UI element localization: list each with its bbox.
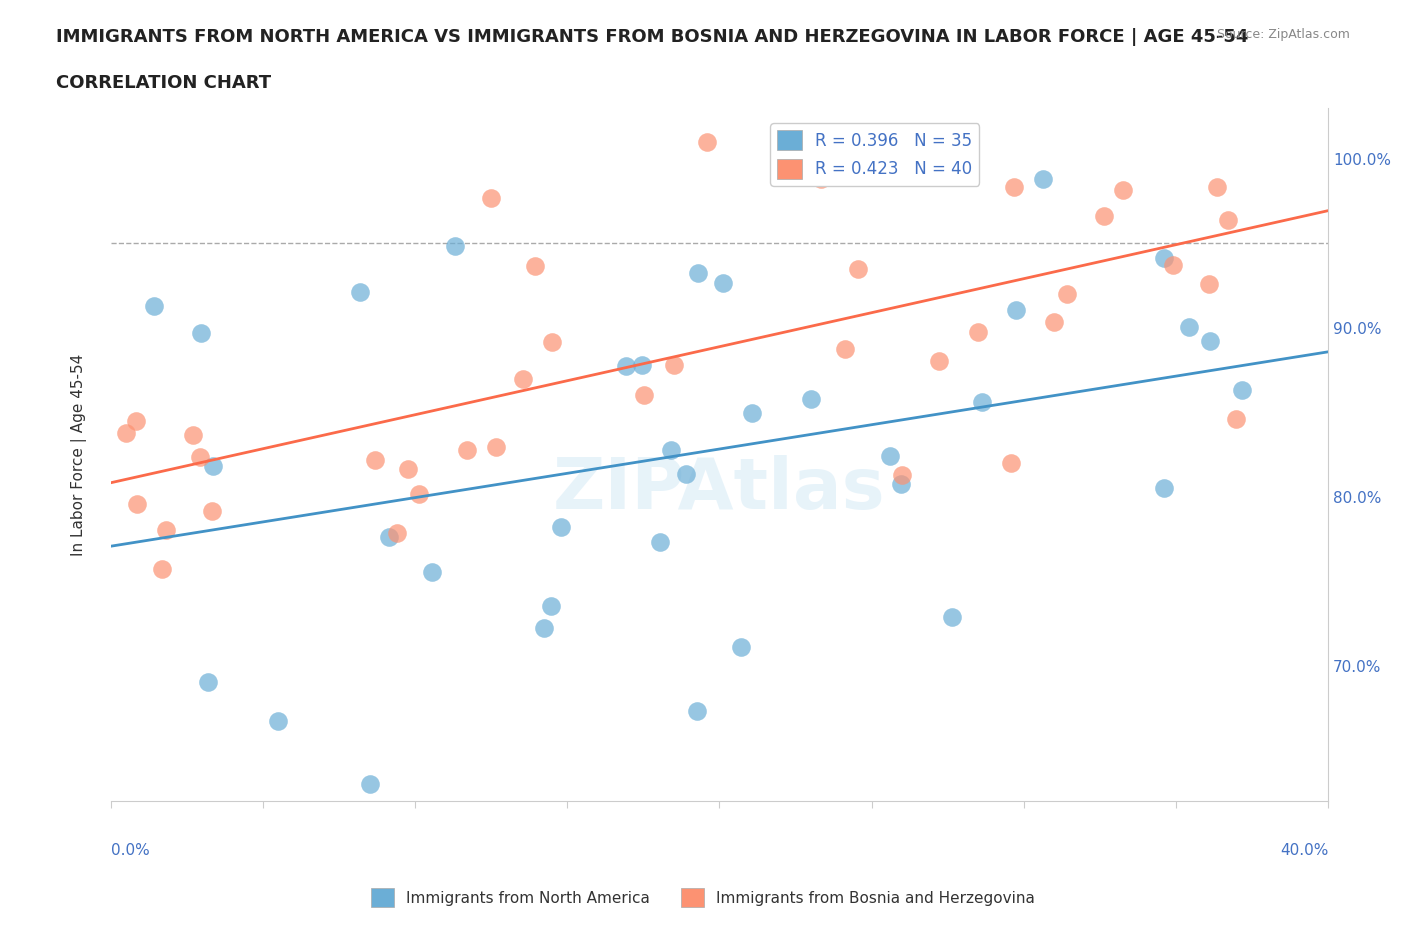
Point — [1056, 286, 1078, 301]
Point — [540, 334, 562, 349]
Point — [202, 458, 225, 473]
Point — [967, 325, 990, 339]
Point — [1230, 382, 1253, 397]
Point — [485, 440, 508, 455]
Legend: Immigrants from North America, Immigrants from Bosnia and Herzegovina: Immigrants from North America, Immigrant… — [366, 883, 1040, 913]
Point — [479, 191, 502, 206]
Point — [1112, 183, 1135, 198]
Point — [550, 520, 572, 535]
Point — [633, 388, 655, 403]
Legend: R = 0.396   N = 35, R = 0.423   N = 40: R = 0.396 N = 35, R = 0.423 N = 40 — [770, 124, 979, 186]
Point — [422, 565, 444, 579]
Point — [1092, 208, 1115, 223]
Point — [1042, 315, 1064, 330]
Point — [834, 341, 856, 356]
Text: CORRELATION CHART: CORRELATION CHART — [56, 74, 271, 92]
Point — [675, 467, 697, 482]
Point — [1199, 334, 1222, 349]
Point — [1032, 172, 1054, 187]
Point — [713, 276, 735, 291]
Point — [800, 392, 823, 407]
Point — [456, 443, 478, 458]
Point — [890, 467, 912, 482]
Point — [890, 476, 912, 491]
Point — [152, 562, 174, 577]
Point — [188, 449, 211, 464]
Point — [863, 166, 886, 180]
Point — [631, 357, 654, 372]
Point — [143, 299, 166, 313]
Point — [396, 461, 419, 476]
Point — [125, 414, 148, 429]
Point — [659, 443, 682, 458]
Point — [408, 486, 430, 501]
Point — [533, 621, 555, 636]
Point — [1205, 179, 1227, 194]
Point — [1225, 412, 1247, 427]
Point — [972, 395, 994, 410]
Point — [540, 599, 562, 614]
Point — [190, 326, 212, 340]
Point — [349, 285, 371, 299]
Point — [648, 534, 671, 549]
Point — [378, 530, 401, 545]
Text: ZIPAtlas: ZIPAtlas — [553, 455, 886, 524]
Point — [524, 259, 547, 273]
Point — [686, 266, 709, 281]
Point — [1005, 302, 1028, 317]
Point — [928, 353, 950, 368]
Point — [115, 426, 138, 441]
Point — [444, 238, 467, 253]
Text: 0.0%: 0.0% — [111, 843, 149, 857]
Point — [364, 453, 387, 468]
Point — [1153, 250, 1175, 265]
Point — [201, 503, 224, 518]
Point — [741, 405, 763, 420]
Point — [125, 497, 148, 512]
Point — [155, 523, 177, 538]
Text: 40.0%: 40.0% — [1279, 843, 1329, 857]
Point — [359, 777, 381, 791]
Point — [267, 713, 290, 728]
Point — [685, 703, 707, 718]
Point — [939, 134, 962, 149]
Point — [1002, 179, 1025, 194]
Point — [810, 171, 832, 186]
Y-axis label: In Labor Force | Age 45-54: In Labor Force | Age 45-54 — [72, 353, 87, 556]
Point — [1163, 258, 1185, 272]
Point — [1000, 456, 1022, 471]
Point — [1177, 320, 1199, 335]
Point — [1198, 276, 1220, 291]
Point — [696, 134, 718, 149]
Point — [616, 359, 638, 374]
Point — [662, 358, 685, 373]
Point — [879, 448, 901, 463]
Point — [730, 640, 752, 655]
Text: IMMIGRANTS FROM NORTH AMERICA VS IMMIGRANTS FROM BOSNIA AND HERZEGOVINA IN LABOR: IMMIGRANTS FROM NORTH AMERICA VS IMMIGRA… — [56, 28, 1249, 46]
Point — [846, 261, 869, 276]
Point — [181, 427, 204, 442]
Point — [385, 525, 408, 540]
Point — [941, 610, 963, 625]
Point — [1218, 212, 1240, 227]
Point — [512, 372, 534, 387]
Point — [197, 674, 219, 689]
Text: Source: ZipAtlas.com: Source: ZipAtlas.com — [1216, 28, 1350, 41]
Point — [1153, 480, 1175, 495]
